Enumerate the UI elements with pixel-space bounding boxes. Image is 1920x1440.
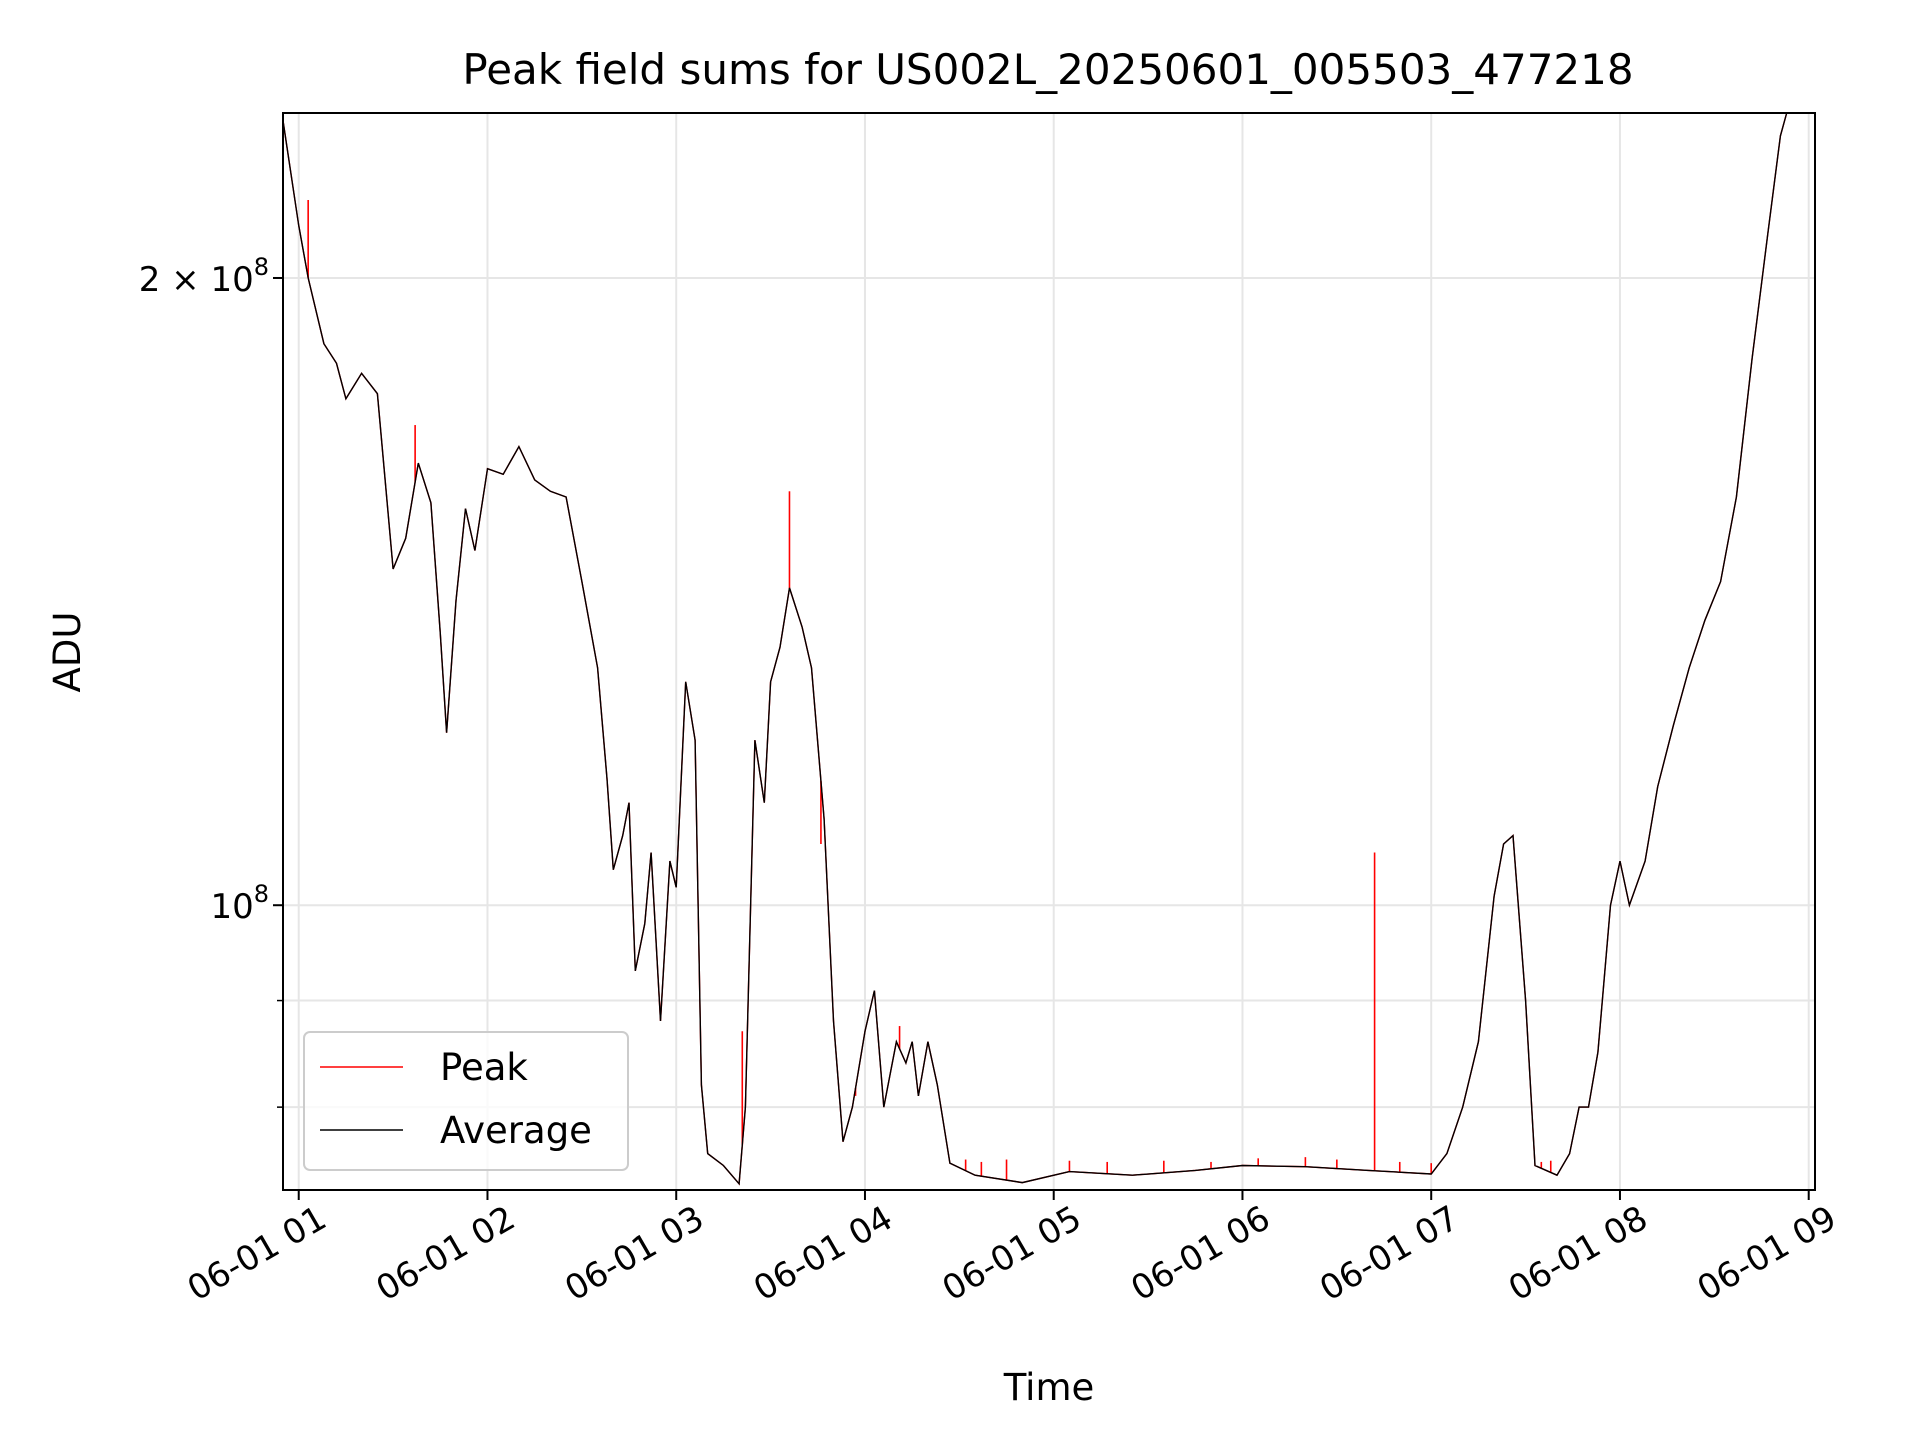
x-tick-label: 06-01 09: [1691, 1198, 1843, 1309]
average-series-line: [282, 112, 1788, 1186]
x-tick-label: 06-01 02: [370, 1198, 522, 1309]
x-tick-label: 06-01 04: [747, 1198, 899, 1309]
x-tick-label: 06-01 05: [936, 1198, 1088, 1309]
legend: Peak Average: [303, 1031, 629, 1171]
x-tick-label: 06-01 06: [1125, 1198, 1277, 1309]
y-axis-ticks: 108 2 × 108: [139, 253, 283, 1108]
x-tick-label: 06-01 08: [1502, 1198, 1654, 1309]
chart-title: Peak field sums for US002L_20250601_0055…: [462, 45, 1633, 94]
legend-average-label: Average: [440, 1109, 592, 1152]
y-tick-label: 108: [210, 880, 269, 927]
y-axis-label: ADU: [46, 612, 89, 693]
x-tick-label: 06-01 03: [558, 1198, 710, 1309]
peak-series-line: [282, 112, 1788, 1186]
peak-series-spikes: [307, 200, 1552, 1181]
legend-peak-label: Peak: [440, 1046, 528, 1089]
grid-lines: [283, 113, 1815, 1190]
x-tick-label: 06-01 01: [181, 1198, 333, 1309]
y-tick-label: 2 × 108: [139, 253, 269, 300]
plot-area: [282, 112, 1788, 1186]
x-axis-label: Time: [1003, 1366, 1095, 1409]
plot-frame: [282, 112, 1816, 1191]
x-axis-ticks: 06-01 01 06-01 02 06-01 03 06-01 04 06-01 05…: [181, 1190, 1843, 1309]
x-tick-label: 06-01 07: [1313, 1198, 1465, 1309]
